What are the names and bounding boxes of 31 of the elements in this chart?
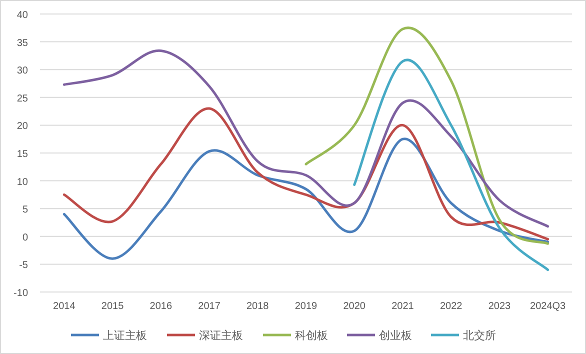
y-tick-label: 0 [22,232,28,244]
x-tick-label: 2020 [343,301,366,312]
line-series [62,49,550,228]
line-series [62,138,550,260]
x-tick-label: 2019 [294,301,318,312]
x-tick-label: 2015 [101,301,124,312]
y-tick-label: 20 [16,121,28,132]
legend-label: 科创板 [295,330,328,342]
y-tick-label: 40 [16,10,28,21]
line-series [304,26,550,245]
line-series [62,107,550,240]
legend-label: 创业板 [379,329,412,342]
y-tick-label: 15 [16,149,28,160]
y-tick-label: 10 [16,176,28,188]
x-tick-label: 2022 [440,301,463,312]
y-tick-label: 5 [22,204,28,216]
x-tick-label: 2017 [198,301,221,312]
x-tick-label: 2018 [246,301,270,312]
y-tick-label: 35 [16,38,28,49]
x-tick-label: 2024Q3 [530,301,566,312]
x-tick-label: 2014 [53,301,76,312]
y-tick-label: 25 [16,93,28,104]
y-tick-label: -5 [19,260,28,272]
legend-label: 上证主板 [103,329,147,342]
legend-label: 深证主板 [199,329,243,342]
y-tick-label: 30 [16,66,28,77]
x-tick-label: 2016 [150,301,172,312]
y-tick-label: -10 [14,288,28,299]
x-tick-label: 2021 [392,301,414,312]
x-tick-label: 2023 [488,301,512,312]
legend-label: 北交所 [463,329,496,342]
